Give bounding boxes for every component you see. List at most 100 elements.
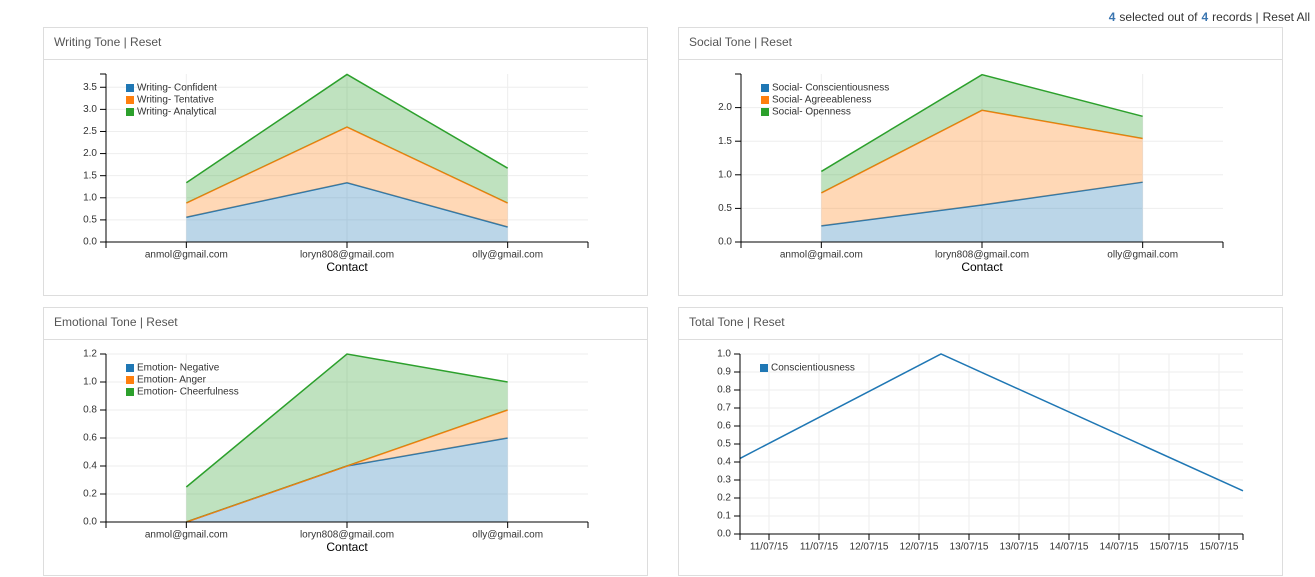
y-tick-label: 0.5 [717,439,731,450]
y-tick-label: 0.8 [717,385,731,396]
panel [43,307,648,576]
area [186,182,508,242]
y-tick-label: 0.3 [717,475,731,486]
area-line [185,73,509,184]
legend-swatch [761,108,769,116]
x-tick-label: anmol@gmail.com [145,530,228,541]
x-tick-label: 13/07/15 [950,542,989,553]
legend-swatch [760,364,768,372]
y-tick-label: 0.0 [83,237,97,248]
y-tick-label: 3.5 [83,82,97,93]
y-tick-label: 0.2 [717,493,731,504]
area-line [821,181,1143,227]
legend-swatch [126,108,134,116]
y-tick-label: 0.8 [83,405,97,416]
panel-title[interactable]: Total Tone | Reset [689,315,785,329]
panel [678,27,1283,296]
x-axis-label: Contact [326,260,368,274]
y-tick-label: 1.0 [718,169,732,180]
y-tick-label: 0.9 [717,367,731,378]
y-tick-label: 0.6 [717,421,731,432]
x-tick-label: 14/07/15 [1100,542,1139,553]
y-tick-label: 1.0 [717,349,731,360]
y-tick-label: 0.7 [717,403,731,414]
y-tick-label: 0.2 [83,489,97,500]
y-tick-label: 1.0 [83,192,97,203]
y-tick-label: 2.0 [83,148,97,159]
legend-swatch [761,84,769,92]
y-tick-label: 2.5 [83,126,97,137]
y-tick-label: 0.5 [83,215,97,226]
area [821,74,1143,193]
legend-label: Conscientiousness [771,363,855,374]
x-tick-label: olly@gmail.com [472,530,543,541]
x-tick-label: 13/07/15 [1000,542,1039,553]
status-text: selected out of [1119,10,1198,24]
legend-label: Social- Agreeableness [772,95,872,106]
x-tick-label: anmol@gmail.com [780,250,863,261]
y-tick-label: 0.0 [83,517,97,528]
area-line [186,409,508,523]
panel-title[interactable]: Writing Tone | Reset [54,35,162,49]
legend-label: Social- Openness [772,107,851,118]
legend-label: Emotion- Negative [137,363,220,374]
y-tick-label: 0.5 [718,203,732,214]
x-tick-label: 12/07/15 [850,542,889,553]
status-text: records | [1212,10,1258,24]
x-tick-label: olly@gmail.com [1107,250,1178,261]
x-tick-label: olly@gmail.com [472,250,543,261]
panel [43,27,648,296]
area-line [186,126,508,204]
area-line [186,181,508,228]
legend-label: Emotion- Anger [137,375,207,386]
legend-label: Writing- Analytical [137,107,216,118]
x-tick-label: loryn808@gmail.com [300,530,394,541]
total-count: 4 [1201,10,1208,24]
x-tick-label: 12/07/15 [900,542,939,553]
legend-swatch [126,364,134,372]
legend-swatch [126,84,134,92]
x-axis-label: Contact [961,260,1003,274]
x-axis-label: Contact [326,540,368,554]
legend-swatch [126,376,134,384]
y-tick-label: 0.4 [83,461,97,472]
y-tick-label: 0.0 [718,237,732,248]
legend-swatch [126,96,134,104]
x-tick-label: 14/07/15 [1050,542,1089,553]
area [186,438,508,522]
area [186,127,508,227]
y-tick-label: 3.0 [83,104,97,115]
legend-swatch [126,388,134,396]
legend-label: Emotion- Cheerfulness [137,387,239,398]
y-tick-label: 0.4 [717,457,731,468]
area [186,354,508,522]
panel-title[interactable]: Social Tone | Reset [689,35,793,49]
x-tick-label: loryn808@gmail.com [300,250,394,261]
x-tick-label: loryn808@gmail.com [935,250,1029,261]
legend-label: Writing- Tentative [137,95,214,106]
y-tick-label: 1.0 [83,377,97,388]
selected-count: 4 [1109,10,1116,24]
panel-title[interactable]: Emotional Tone | Reset [54,315,178,329]
area-line [185,353,508,488]
area [821,110,1143,226]
y-tick-label: 0.6 [83,433,97,444]
y-tick-label: 0.1 [717,511,731,522]
x-tick-label: 15/07/15 [1150,542,1189,553]
x-tick-label: anmol@gmail.com [145,250,228,261]
filter-status: 4 selected out of 4 records | Reset All [1109,10,1310,24]
y-tick-label: 0.0 [717,529,731,540]
y-tick-label: 1.2 [83,349,97,360]
area-line [820,109,1143,194]
legend-swatch [761,96,769,104]
line [739,353,1244,492]
area-line [820,73,1143,173]
area [821,182,1143,242]
y-tick-label: 1.5 [83,170,97,181]
reset-all[interactable]: Reset All [1263,10,1310,24]
x-tick-label: 11/07/15 [800,542,839,553]
x-tick-label: 11/07/15 [750,542,789,553]
y-tick-label: 1.5 [718,136,732,147]
